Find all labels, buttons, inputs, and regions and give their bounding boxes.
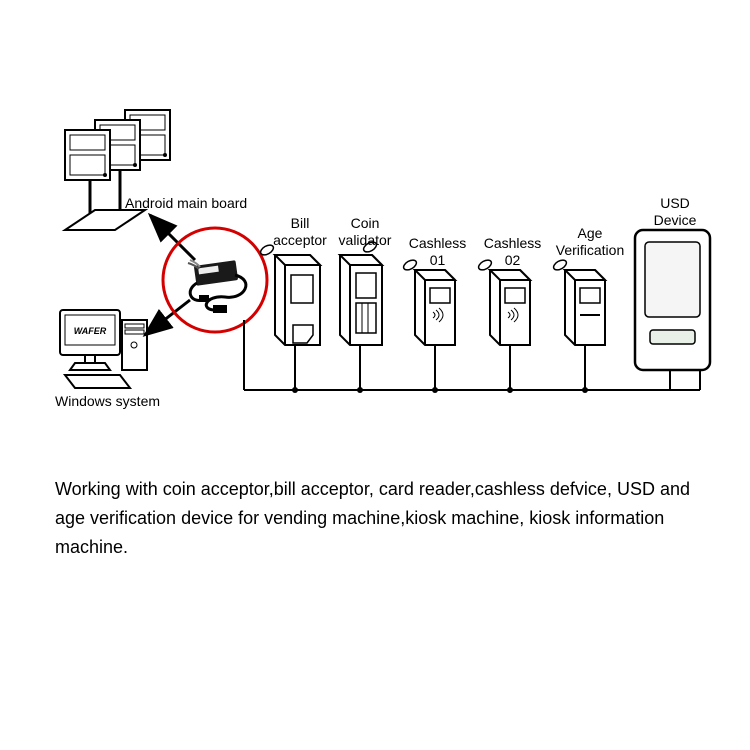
cashless01-label: Cashless 01 [405, 235, 470, 269]
cashless02-label: Cashless 02 [480, 235, 545, 269]
diagram-canvas: WAFER [0, 0, 750, 750]
bill-acceptor-label: Bill acceptor [270, 215, 330, 249]
android-board-icon [65, 110, 170, 230]
svg-text:WAFER: WAFER [74, 326, 107, 336]
windows-system-icon: WAFER [60, 310, 147, 388]
cashless02-icon [477, 258, 530, 355]
hub-device-icon [188, 260, 246, 313]
bill-acceptor-icon [259, 243, 320, 355]
caption-text: Working with coin acceptor,bill acceptor… [55, 475, 695, 561]
usd-device-label: USD Device [645, 195, 705, 229]
age-verification-label: Age Verification [550, 225, 630, 259]
hub-arrows [145, 215, 195, 335]
windows-system-label: Windows system [55, 393, 175, 410]
coin-validator-label: Coin validator [335, 215, 395, 249]
usd-device-icon [635, 230, 710, 375]
age-verification-icon [552, 258, 605, 355]
cashless01-icon [402, 258, 455, 355]
coin-validator-icon [340, 240, 382, 355]
android-board-label: Android main board [125, 195, 265, 212]
